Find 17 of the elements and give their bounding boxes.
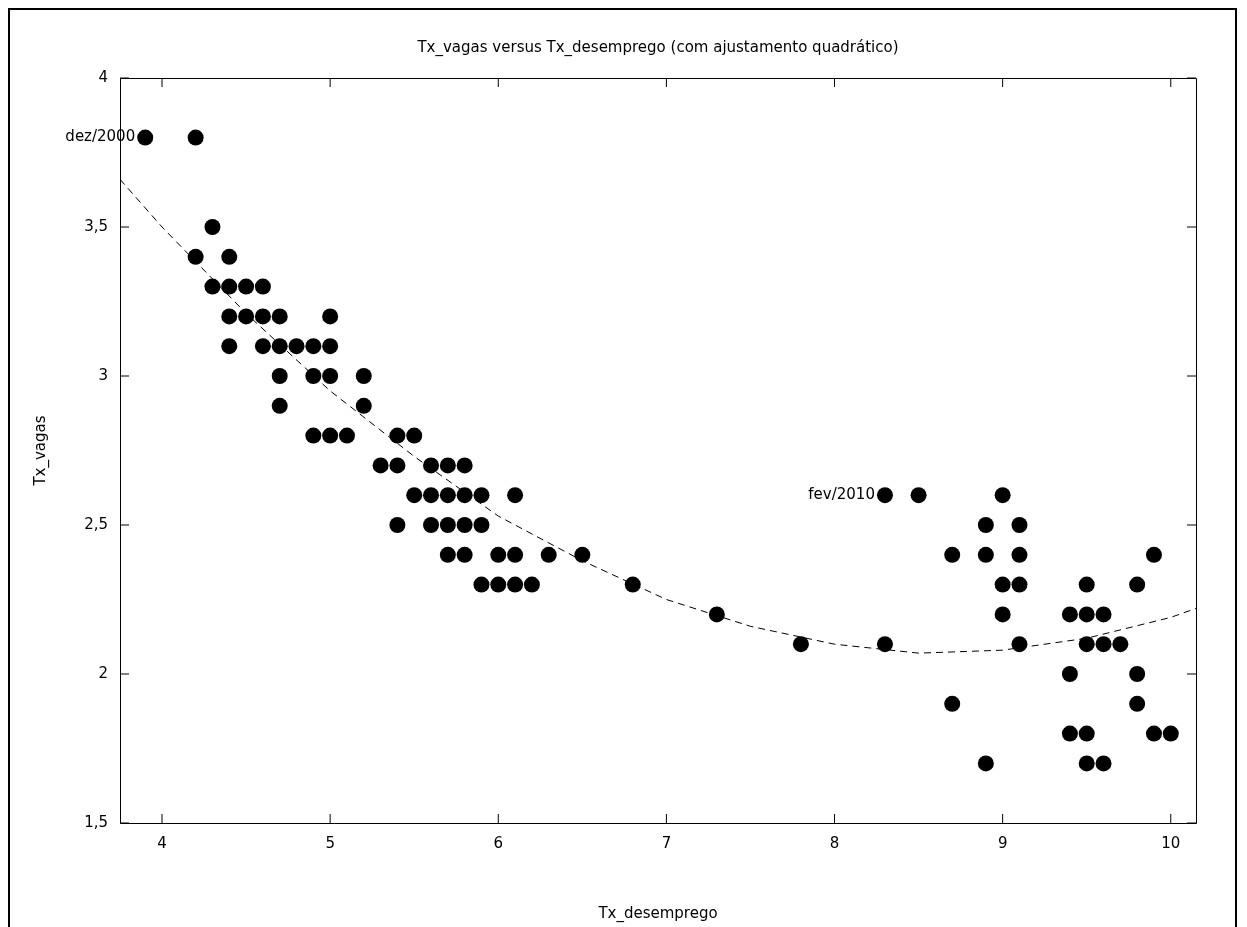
y-tick-label: 4	[98, 67, 108, 86]
x-tick-label: 4	[157, 833, 167, 852]
y-axis-title: Tx_vagas	[30, 415, 50, 487]
chart-title: Tx_vagas versus Tx_desemprego (com ajustamento quadrático)	[416, 37, 899, 57]
x-tick-label: 7	[661, 833, 672, 852]
x-tick-label: 10	[1161, 833, 1181, 852]
y-tick-label: 3	[98, 365, 108, 384]
x-tick-label: 9	[997, 833, 1008, 852]
y-tick-label: 1,5	[84, 812, 108, 831]
annotation: fev/2010	[808, 485, 875, 504]
y-tick-label: 2,5	[84, 514, 108, 533]
y-tick-label: 2	[98, 663, 108, 682]
x-tick-label: 6	[493, 833, 504, 852]
x-tick-label: 8	[829, 833, 840, 852]
x-axis-title: Tx_desemprego	[597, 903, 718, 923]
y-tick-label: 3,5	[84, 216, 108, 235]
x-tick-label: 5	[325, 833, 335, 852]
